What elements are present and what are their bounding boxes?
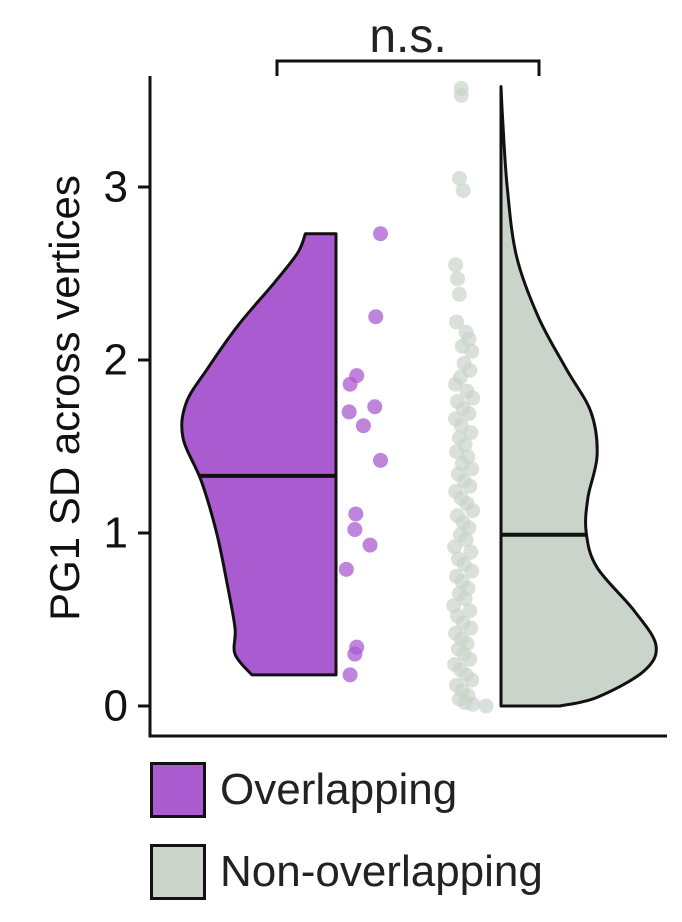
data-point: [462, 478, 478, 494]
data-point: [464, 563, 480, 579]
data-point: [342, 667, 358, 683]
data-point: [368, 309, 384, 325]
y-tick-label-3: 3: [104, 163, 128, 212]
data-point: [449, 444, 465, 460]
y-axis-title: PG1 SD across vertices: [41, 175, 88, 621]
data-point: [341, 404, 357, 420]
data-point: [348, 506, 364, 522]
data-point: [457, 591, 473, 607]
data-point: [464, 672, 480, 688]
data-point: [453, 87, 469, 103]
data-point: [458, 532, 474, 548]
legend: Overlapping Non-overlapping: [150, 758, 543, 922]
data-point: [342, 376, 358, 392]
violin-non-overlapping: [499, 85, 658, 708]
data-point: [464, 461, 480, 477]
legend-swatch-overlapping: [150, 762, 206, 818]
y-tick-label-0: 0: [104, 682, 128, 731]
data-point: [451, 286, 467, 302]
significance-label: n.s.: [369, 10, 446, 63]
data-point: [462, 603, 478, 619]
y-tick-label-2: 2: [104, 336, 128, 385]
data-point: [463, 620, 479, 636]
data-point: [465, 696, 481, 712]
data-point: [463, 425, 479, 441]
legend-swatch-non-overlapping: [150, 844, 206, 900]
data-point: [347, 646, 363, 662]
significance-bracket-line: [275, 59, 541, 76]
data-point: [462, 651, 478, 667]
data-point: [367, 399, 383, 415]
data-point: [355, 418, 371, 434]
data-point: [461, 406, 477, 422]
data-point: [338, 561, 354, 577]
data-point: [463, 544, 479, 560]
legend-item-overlapping: Overlapping: [150, 758, 543, 822]
legend-item-non-overlapping: Non-overlapping: [150, 840, 543, 904]
y-tick-label-1: 1: [104, 509, 128, 558]
data-point: [455, 182, 471, 198]
legend-label-non-overlapping: Non-overlapping: [220, 847, 543, 896]
data-point: [464, 343, 480, 359]
data-point: [465, 390, 481, 406]
data-point: [450, 271, 465, 287]
data-point: [448, 376, 464, 392]
data-point: [373, 452, 388, 468]
violin-overlapping: [180, 232, 338, 677]
significance-bracket: n.s.: [275, 10, 541, 76]
data-point: [373, 226, 388, 242]
data-point: [451, 170, 467, 186]
data-point: [448, 257, 464, 273]
data-point: [449, 314, 465, 330]
data-point: [362, 537, 378, 553]
data-point: [465, 503, 481, 519]
chart: 0 1 2 3 PG1 SD across vertices n.s.: [41, 10, 667, 738]
data-point: [478, 698, 494, 714]
data-point: [447, 539, 463, 555]
legend-label-overlapping: Overlapping: [220, 765, 458, 814]
data-point: [347, 522, 363, 538]
